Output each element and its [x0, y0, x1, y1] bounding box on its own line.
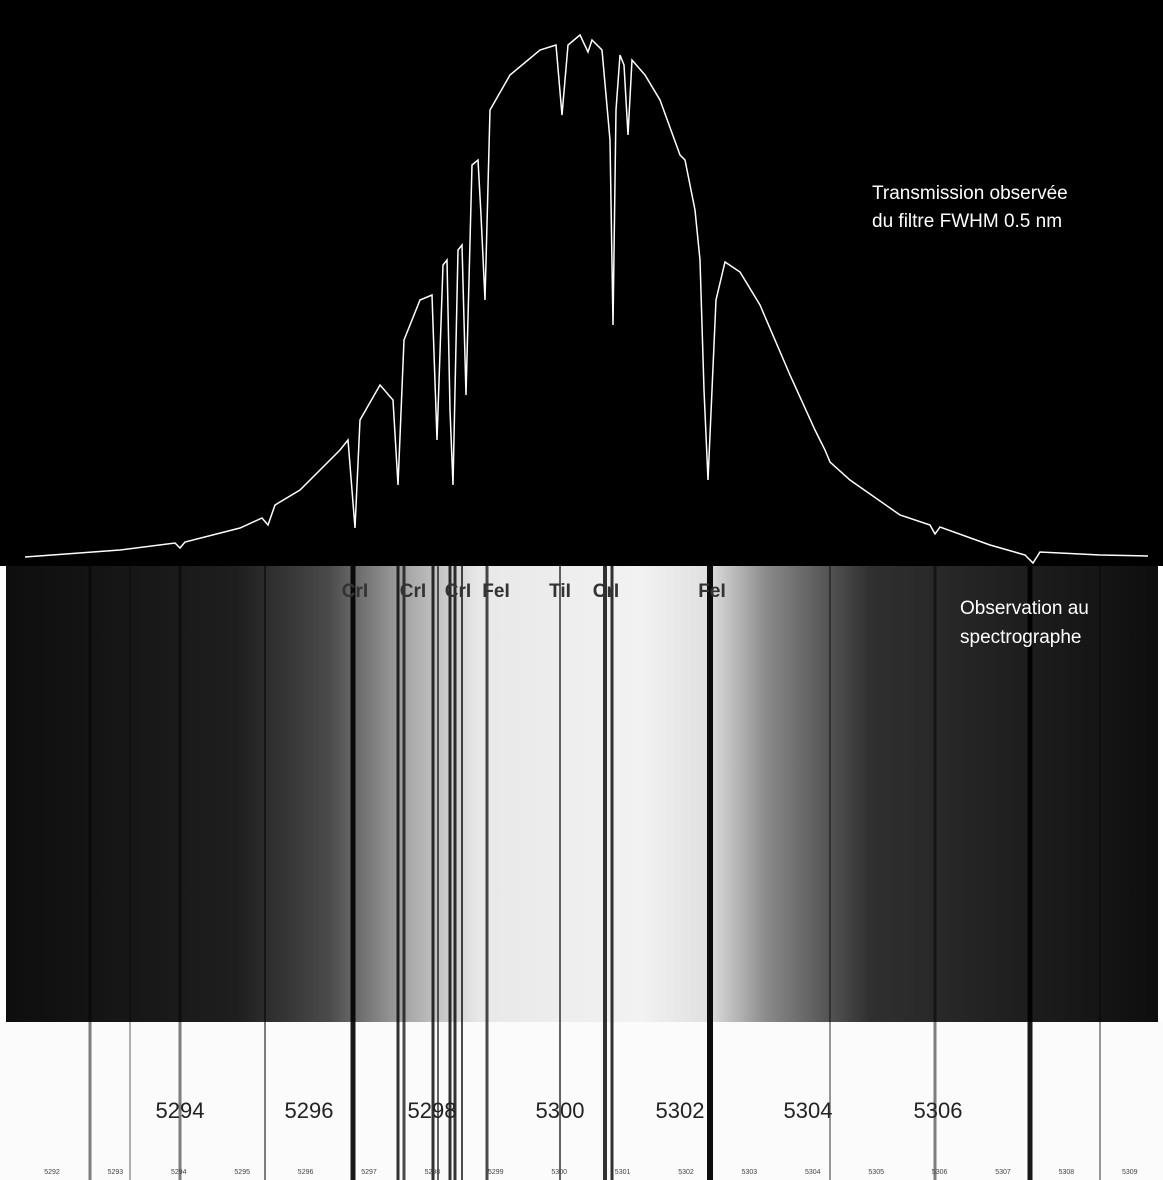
scale-label: 5295 [234, 1169, 250, 1176]
absorption-line [829, 566, 831, 1180]
scale-label: 5307 [995, 1169, 1011, 1176]
scale-label: 5309 [1122, 1169, 1138, 1176]
absorption-line [402, 566, 406, 1180]
absorption-line [431, 566, 435, 1180]
scale-label: 5305 [868, 1169, 884, 1176]
absorption-line [603, 566, 607, 1180]
absorption-line [461, 566, 463, 1180]
line-label: TiI [549, 581, 571, 602]
scale-label: 5308 [1059, 1169, 1075, 1176]
wavelength-label: 5304 [784, 1098, 833, 1123]
absorption-line [610, 566, 614, 1180]
transmission-curve [24, 33, 1149, 565]
scale-label: 5302 [678, 1169, 694, 1176]
spectrograph-annotation: Observation au spectrographe [960, 598, 1089, 648]
scale-label: 5292 [44, 1169, 60, 1176]
absorption-line [350, 566, 356, 1180]
scale-label: 5297 [361, 1169, 377, 1176]
labels: CrI CrI CrI FeI TiI CrI FeI 5294 5296 5298 5300 530… [44, 581, 1137, 1176]
absorption-line [453, 566, 457, 1180]
line-label: CrI [400, 581, 426, 602]
scale-label: 5299 [488, 1169, 504, 1176]
wavelength-label: 5306 [914, 1098, 963, 1123]
scale-label: 5300 [551, 1169, 567, 1176]
line-label: CrI [445, 581, 471, 602]
line-label: FeI [698, 581, 725, 602]
scale-label: 5301 [615, 1169, 631, 1176]
annotation-line: du filtre FWHM 0.5 nm [872, 211, 1062, 232]
absorption-line [707, 566, 713, 1180]
line-label: CrI [342, 581, 368, 602]
wavelength-label: 5302 [656, 1098, 705, 1123]
absorption-line [264, 566, 266, 1180]
curve-panel [0, 0, 1163, 566]
scale-label: 5293 [108, 1169, 124, 1176]
absorption-line [559, 566, 561, 1180]
scale-label: 5294 [171, 1169, 187, 1176]
absorption-line [485, 566, 489, 1180]
scale-label: 5296 [298, 1169, 314, 1176]
line-label: CrI [593, 581, 619, 602]
absorption-line [396, 566, 400, 1180]
absorption-line [178, 566, 182, 1180]
absorption-line [437, 566, 439, 1180]
wavelength-label: 5300 [536, 1098, 585, 1123]
line-label: FeI [482, 581, 509, 602]
annotation-line: Transmission observée [872, 183, 1068, 204]
scale-label: 5298 [425, 1169, 441, 1176]
filter-annotation: Transmission observée du filtre FWHM 0.5… [872, 183, 1068, 232]
absorption-line [88, 566, 92, 1180]
absorption-line [448, 566, 452, 1180]
annotation-line: Observation au [960, 598, 1089, 619]
wavelength-label: 5298 [408, 1098, 457, 1123]
annotation-line: spectrographe [960, 627, 1081, 648]
absorption-line [1099, 566, 1101, 1180]
spectral-lines [88, 566, 1101, 1180]
scale-label: 5303 [742, 1169, 758, 1176]
absorption-line [129, 566, 131, 1180]
absorption-line [1027, 566, 1033, 1180]
scale-label: 5306 [932, 1169, 948, 1176]
wavelength-label: 5294 [156, 1098, 205, 1123]
wavelength-label: 5296 [285, 1098, 334, 1123]
absorption-line [933, 566, 937, 1180]
reference-panel [0, 1022, 1163, 1180]
scale-label: 5304 [805, 1169, 821, 1176]
spectrum-panel [6, 566, 1158, 1022]
